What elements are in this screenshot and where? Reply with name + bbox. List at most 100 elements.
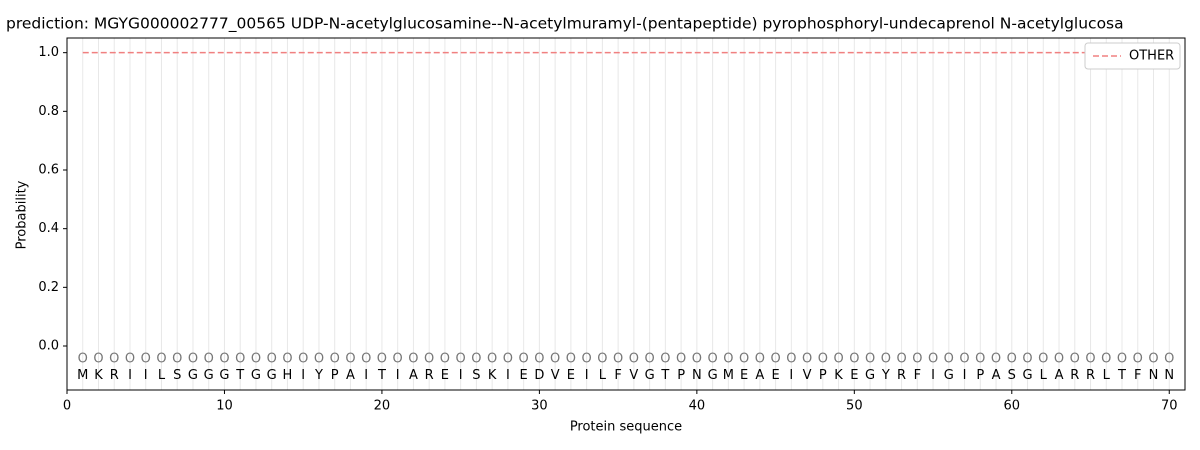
residue-label: I xyxy=(585,368,589,383)
residue-label: V xyxy=(803,368,812,383)
predicted-label: O xyxy=(440,352,450,367)
residue-label: L xyxy=(158,368,166,383)
predicted-label: O xyxy=(881,352,891,367)
predicted-label: O xyxy=(219,352,229,367)
predicted-label: O xyxy=(833,352,843,367)
predicted-label: O xyxy=(597,352,607,367)
predicted-label: O xyxy=(912,352,922,367)
predicted-label: O xyxy=(361,352,371,367)
predicted-label: O xyxy=(393,352,403,367)
residue-label: A xyxy=(409,368,418,383)
residue-label: I xyxy=(459,368,463,383)
predicted-label: O xyxy=(235,352,245,367)
predicted-label: O xyxy=(959,352,969,367)
residue-label: N xyxy=(1164,368,1174,383)
predicted-label: O xyxy=(1085,352,1095,367)
predicted-label: O xyxy=(93,352,103,367)
predicted-label: O xyxy=(251,352,261,367)
residue-label: F xyxy=(914,368,921,383)
residue-label: D xyxy=(534,368,544,383)
residue-label: I xyxy=(128,368,132,383)
x-tick-label: 40 xyxy=(689,399,706,414)
predicted-label: O xyxy=(566,352,576,367)
predicted-label: O xyxy=(267,352,277,367)
residue-label: S xyxy=(1008,368,1016,383)
residue-label: N xyxy=(1149,368,1159,383)
residue-label: A xyxy=(1055,368,1064,383)
axes-frame xyxy=(66,37,1186,391)
predicted-label: O xyxy=(1101,352,1111,367)
predicted-label: O xyxy=(1117,352,1127,367)
predicted-label: O xyxy=(156,352,166,367)
residue-label: G xyxy=(188,368,198,383)
predicted-label: O xyxy=(786,352,796,367)
residue-label: S xyxy=(472,368,480,383)
residue-label: I xyxy=(506,368,510,383)
predicted-label: O xyxy=(645,352,655,367)
predicted-label: O xyxy=(865,352,875,367)
residue-label: I xyxy=(789,368,793,383)
predicted-label: O xyxy=(770,352,780,367)
residue-label: E xyxy=(771,368,779,383)
predicted-label: O xyxy=(755,352,765,367)
predicted-label: O xyxy=(1022,352,1032,367)
predicted-label: O xyxy=(188,352,198,367)
predicted-label: O xyxy=(408,352,418,367)
predicted-label: O xyxy=(849,352,859,367)
residue-label: G xyxy=(204,368,214,383)
legend-label: OTHER xyxy=(1129,49,1174,64)
residue-label: G xyxy=(251,368,261,383)
x-axis-label: Protein sequence xyxy=(570,420,682,435)
residue-label: V xyxy=(629,368,638,383)
predicted-label: O xyxy=(534,352,544,367)
residue-label: P xyxy=(331,368,339,383)
predicted-label: O xyxy=(109,352,119,367)
residue-label: G xyxy=(1022,368,1032,383)
residue-label: E xyxy=(441,368,449,383)
predicted-label: O xyxy=(456,352,466,367)
predicted-label: O xyxy=(975,352,985,367)
residue-label: A xyxy=(992,368,1001,383)
chart-title: prediction: MGYG000002777_00565 UDP-N-ac… xyxy=(6,15,1124,34)
residue-label: T xyxy=(235,368,244,383)
residue-label: L xyxy=(599,368,607,383)
y-tick-label: 0.8 xyxy=(38,104,59,119)
residue-label: E xyxy=(567,368,575,383)
predicted-label: O xyxy=(629,352,639,367)
x-tick-label: 30 xyxy=(531,399,548,414)
residue-label: E xyxy=(740,368,748,383)
x-tick-label: 0 xyxy=(63,399,71,414)
x-tick-label: 50 xyxy=(846,399,863,414)
x-tick-label: 20 xyxy=(374,399,391,414)
predicted-label: O xyxy=(723,352,733,367)
predicted-label: O xyxy=(802,352,812,367)
residue-label: G xyxy=(865,368,875,383)
residue-label: R xyxy=(1086,368,1095,383)
y-tick-label: 1.0 xyxy=(38,45,59,60)
y-tick-label: 0.4 xyxy=(38,221,59,236)
predicted-label: O xyxy=(1164,352,1174,367)
residue-label: R xyxy=(897,368,906,383)
predicted-label: O xyxy=(345,352,355,367)
residue-label: G xyxy=(645,368,655,383)
legend-box xyxy=(1084,42,1181,70)
residue-label: G xyxy=(944,368,954,383)
predicted-label: O xyxy=(707,352,717,367)
residue-label: K xyxy=(94,368,103,383)
predicted-label: O xyxy=(503,352,513,367)
residue-label: Y xyxy=(314,368,323,383)
residue-label: T xyxy=(660,368,669,383)
y-tick-label: 0.2 xyxy=(38,280,59,295)
predicted-label: O xyxy=(582,352,592,367)
predicted-label: O xyxy=(172,352,182,367)
predicted-label: O xyxy=(298,352,308,367)
residue-label: I xyxy=(396,368,400,383)
residue-label: A xyxy=(755,368,764,383)
residue-label: P xyxy=(819,368,827,383)
residue-label: I xyxy=(931,368,935,383)
x-tick-label: 60 xyxy=(1004,399,1021,414)
residue-label: T xyxy=(377,368,386,383)
residue-label: I xyxy=(364,368,368,383)
